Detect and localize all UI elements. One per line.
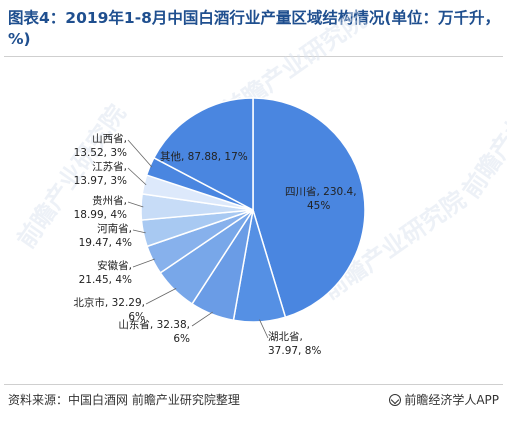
slice-label: 北京市, 32.29, 6% xyxy=(73,296,145,323)
slice-label: 山东省, 32.38, 6% xyxy=(118,318,190,345)
brand-logo-icon xyxy=(389,393,402,406)
leader-line xyxy=(127,167,147,186)
watermark-text: 前瞻产业研究院 xyxy=(457,50,507,204)
leader-line xyxy=(132,229,146,234)
leader-line xyxy=(127,201,144,208)
leader-line xyxy=(145,288,177,305)
slice-label: 贵州省, 18.99, 4% xyxy=(74,194,127,221)
source-note: 资料来源：中国白酒网 前瞻产业研究院整理 xyxy=(8,393,240,407)
brand: 前瞻经济学人APP xyxy=(389,391,499,408)
slice-label: 山西省, 13.52, 3% xyxy=(74,132,127,159)
leader-line xyxy=(259,319,269,339)
slice-label: 河南省, 19.47, 4% xyxy=(79,222,132,249)
footer-divider xyxy=(4,384,503,385)
pie-slice-1 xyxy=(252,97,366,319)
pie-slices xyxy=(140,97,366,323)
chart-title: 图表4：2019年1-8月中国白酒行业产量区域结构情况(单位：万千升，%) xyxy=(8,9,501,48)
slice-label: 四川省, 230.4, 45% xyxy=(285,185,357,212)
slice-labels: 四川省, 230.4, 45% 湖北省, 37.97, 8% 山东省, 32.38, 6%… xyxy=(73,132,356,357)
slice-label: 江苏省, 13.97, 3% xyxy=(74,160,127,187)
footer: 资料来源：中国白酒网 前瞻产业研究院整理 前瞻经济学人APP xyxy=(8,391,499,411)
leader-line xyxy=(191,311,213,327)
leader-line xyxy=(132,258,155,268)
title-divider xyxy=(4,56,503,57)
slice-label: 湖北省, 37.97, 8% xyxy=(268,330,321,357)
slice-label: 安徽省, 21.45, 4% xyxy=(79,259,132,286)
slice-label: 其他, 87.88, 17% xyxy=(160,150,248,163)
leader-lines xyxy=(127,139,269,339)
pie-slice-10 xyxy=(152,97,254,212)
leader-line xyxy=(127,139,153,168)
brand-name: 前瞻经济学人APP xyxy=(404,393,499,407)
